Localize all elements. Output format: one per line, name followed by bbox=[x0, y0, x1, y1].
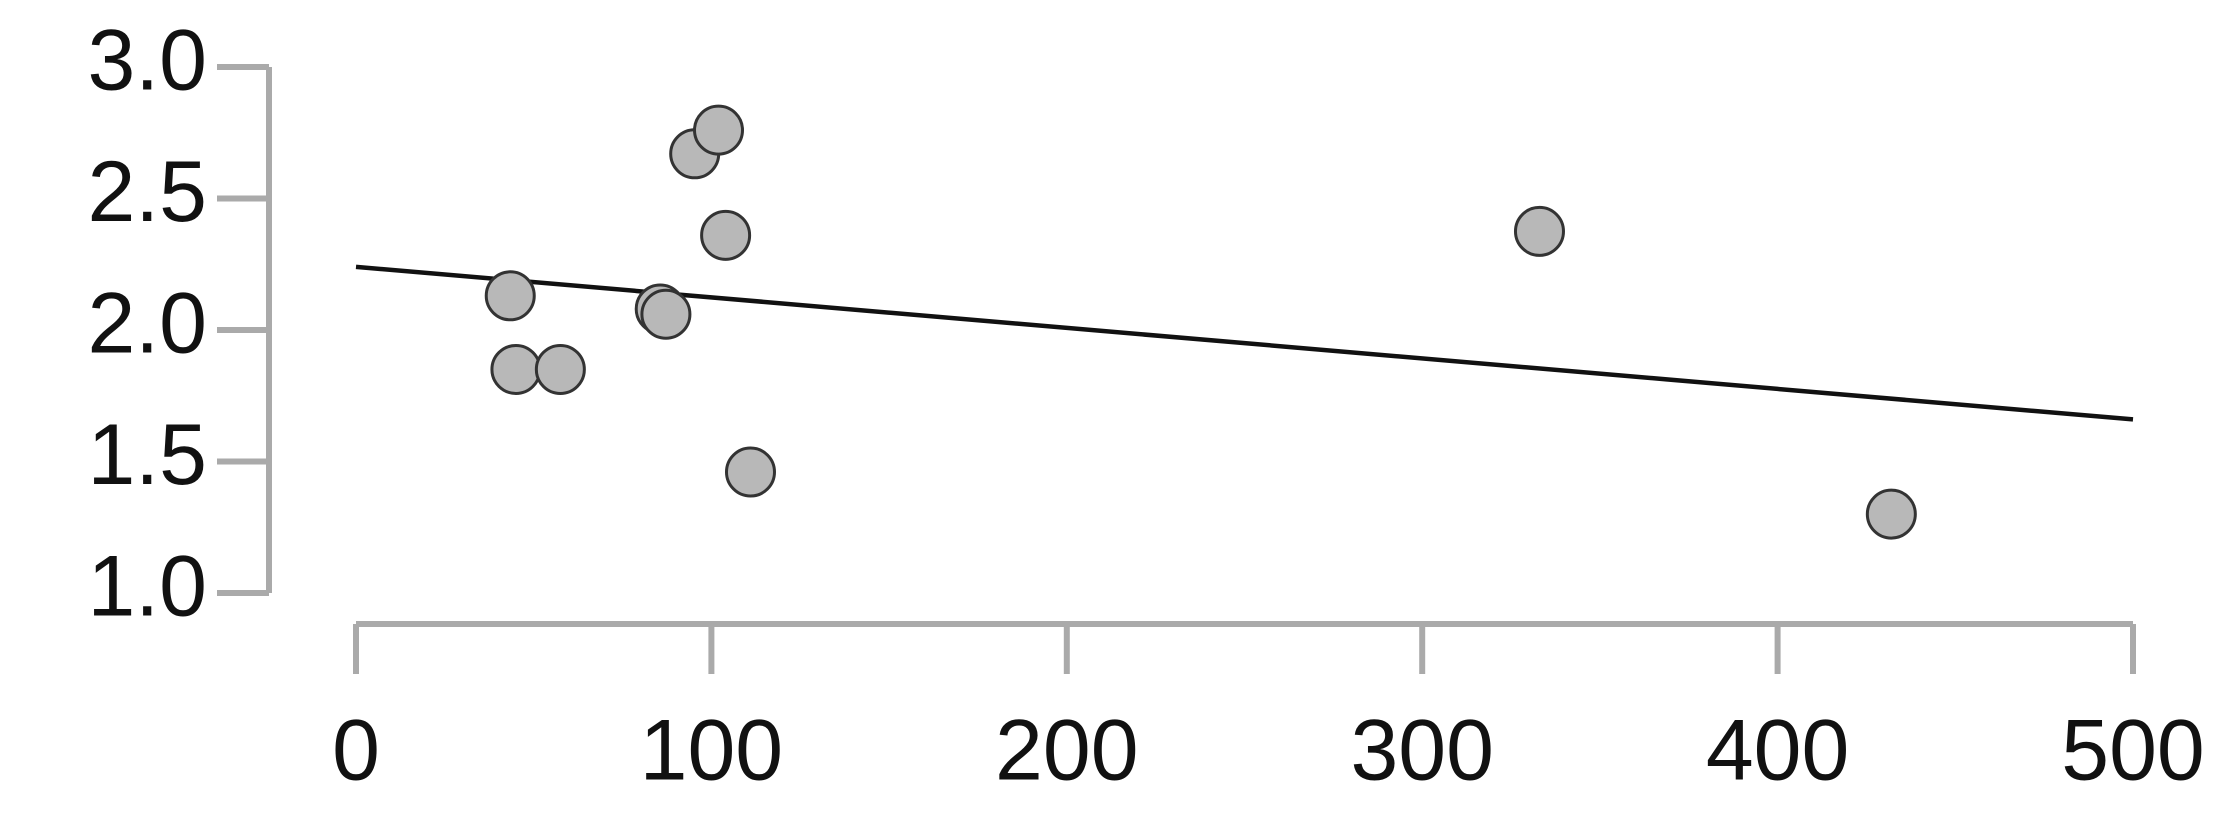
y-tick-label: 3.0 bbox=[87, 13, 207, 109]
fit-line bbox=[355, 264, 2134, 422]
point bbox=[484, 270, 536, 322]
x-tick-label: 0 bbox=[332, 703, 380, 799]
point bbox=[534, 343, 586, 395]
point bbox=[490, 343, 542, 395]
point bbox=[700, 209, 752, 261]
x-tick-label: 300 bbox=[1350, 703, 1494, 799]
y-tick-label: 2.0 bbox=[87, 276, 207, 372]
x-tick-label: 200 bbox=[995, 703, 1139, 799]
y-tick-label: 2.5 bbox=[87, 144, 207, 240]
point bbox=[1513, 205, 1565, 257]
x-tick-label: 100 bbox=[640, 703, 784, 799]
point bbox=[640, 288, 692, 340]
y-tick-label: 1.0 bbox=[87, 539, 207, 635]
x-tick-label: 500 bbox=[2061, 703, 2205, 799]
point bbox=[724, 446, 776, 498]
y-tick-label: 1.5 bbox=[87, 407, 207, 503]
point bbox=[1865, 488, 1917, 540]
x-tick-label: 400 bbox=[1706, 703, 1850, 799]
point bbox=[693, 104, 745, 156]
